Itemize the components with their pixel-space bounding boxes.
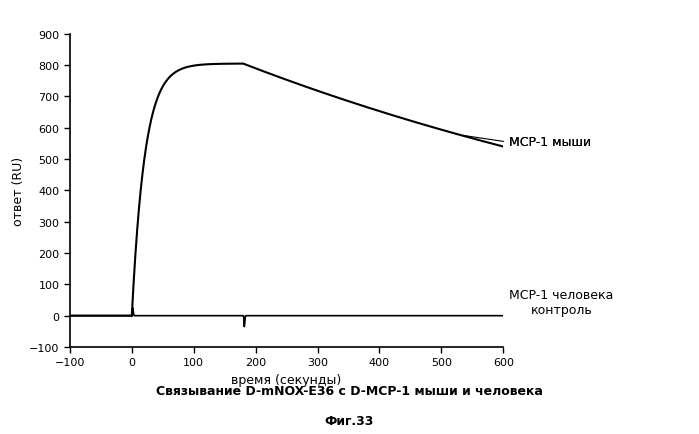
X-axis label: время (секунды): время (секунды) bbox=[231, 373, 342, 386]
Text: Фиг.33: Фиг.33 bbox=[325, 414, 374, 427]
Text: MCP-1 мыши: MCP-1 мыши bbox=[510, 136, 591, 149]
Y-axis label: ответ (RU): ответ (RU) bbox=[12, 157, 25, 225]
Text: MCP-1 мыши: MCP-1 мыши bbox=[510, 136, 591, 149]
Text: MCP-1 человека
контроль: MCP-1 человека контроль bbox=[510, 288, 614, 316]
Text: Связывание D-mNOX-E36 с D-MCP-1 мыши и человека: Связывание D-mNOX-E36 с D-MCP-1 мыши и ч… bbox=[156, 384, 543, 397]
